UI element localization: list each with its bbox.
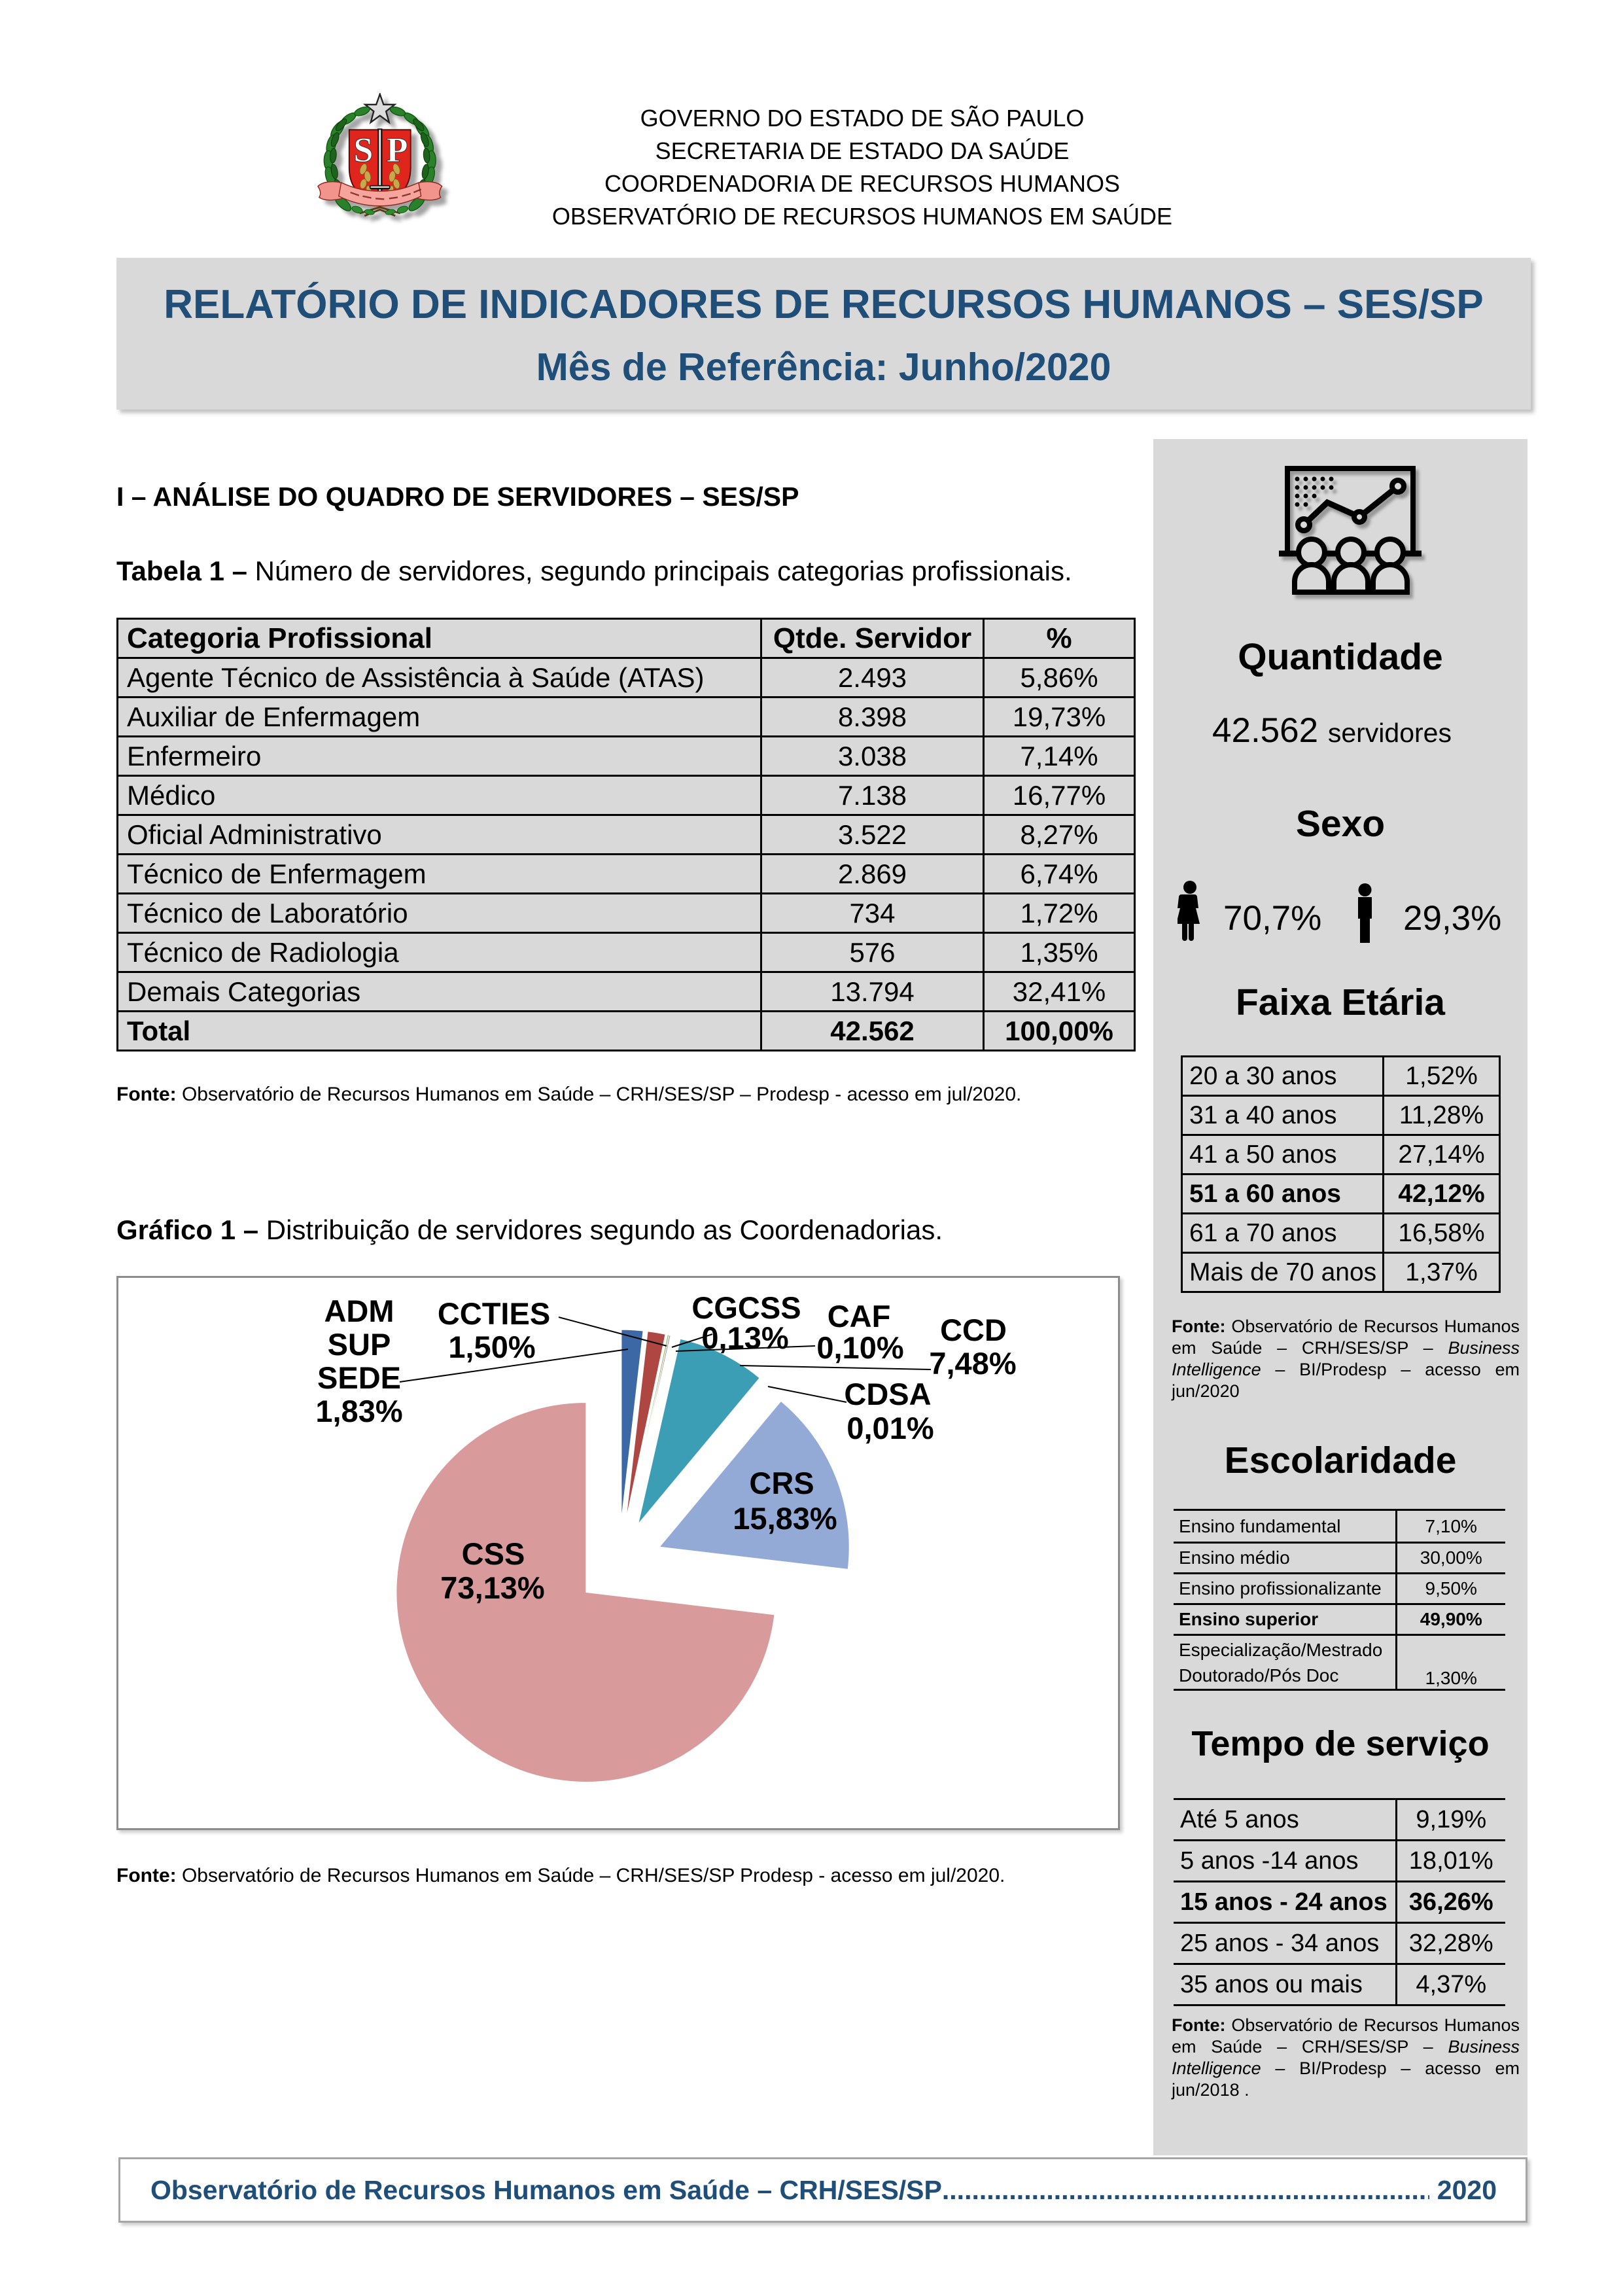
svg-text:1,83%: 1,83% bbox=[315, 1394, 402, 1428]
svg-text:0,01%: 0,01% bbox=[846, 1411, 934, 1445]
svg-text:CRS: CRS bbox=[749, 1466, 814, 1500]
svg-text:S: S bbox=[353, 130, 373, 169]
svg-text:CCD: CCD bbox=[940, 1313, 1007, 1347]
svg-text:CDSA: CDSA bbox=[844, 1377, 931, 1411]
svg-text:1,50%: 1,50% bbox=[448, 1330, 535, 1364]
svg-text:CGCSS: CGCSS bbox=[691, 1290, 801, 1325]
svg-text:0,10%: 0,10% bbox=[816, 1330, 903, 1365]
svg-text:7,48%: 7,48% bbox=[929, 1346, 1016, 1381]
svg-text:CSS: CSS bbox=[462, 1536, 525, 1571]
svg-text:0,13%: 0,13% bbox=[701, 1320, 788, 1355]
svg-text:P: P bbox=[386, 130, 408, 169]
svg-text:ADM: ADM bbox=[324, 1294, 394, 1328]
svg-text:15,83%: 15,83% bbox=[733, 1501, 837, 1536]
svg-text:CCTIES: CCTIES bbox=[438, 1296, 550, 1331]
svg-text:73,13%: 73,13% bbox=[440, 1570, 544, 1605]
svg-text:SUP: SUP bbox=[328, 1327, 391, 1362]
svg-text:CAF: CAF bbox=[828, 1299, 891, 1333]
svg-text:SEDE: SEDE bbox=[317, 1360, 401, 1395]
